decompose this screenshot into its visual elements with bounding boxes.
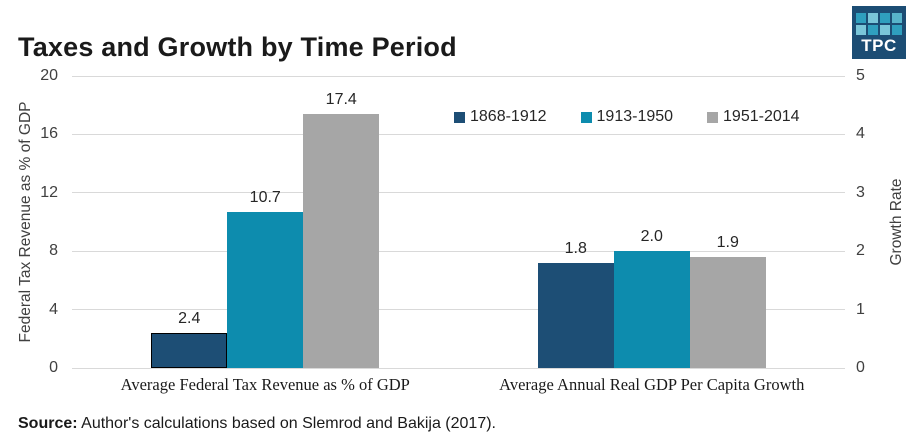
bar-value-label: 10.7 — [249, 188, 281, 206]
bar-1913-1950-category-0 — [227, 211, 304, 368]
gridline — [72, 133, 845, 135]
bar-1951-2014-category-0 — [303, 113, 380, 368]
logo-square-icon — [880, 13, 890, 23]
bar-value-label: 2.4 — [178, 309, 201, 327]
logo-square-icon — [880, 25, 890, 35]
logo-square-icon — [856, 25, 866, 35]
category-label: Average Federal Tax Revenue as % of GDP — [120, 375, 410, 394]
bar-value-label: 17.4 — [325, 90, 357, 108]
right-axis-tick: 3 — [856, 183, 865, 201]
legend: 1868-1912 1913-1950 1951-2014 — [454, 109, 800, 125]
bar-value-label: 1.9 — [716, 234, 739, 252]
right-axis-tick: 2 — [856, 242, 865, 260]
tpc-logo: TPC — [852, 6, 906, 59]
logo-square-icon — [856, 13, 866, 23]
legend-item-1868-1912: 1868-1912 — [454, 109, 547, 125]
gridline — [72, 309, 845, 311]
bar-1913-1950-category-1 — [613, 251, 690, 368]
legend-item-1913-1950: 1913-1950 — [580, 108, 674, 125]
gridline — [72, 250, 845, 252]
legend-label: 1913-1950 — [596, 108, 674, 125]
tpc-logo-text: TPC — [861, 36, 897, 55]
left-axis-tick: 12 — [40, 183, 58, 201]
bar-value-label: 1.8 — [564, 239, 587, 257]
logo-square-icon — [868, 25, 878, 35]
bar-1868-1912-category-1 — [537, 262, 614, 368]
tpc-logo-grid-icon — [856, 13, 902, 35]
right-axis-tick: 1 — [856, 300, 865, 318]
legend-label: 1868-1912 — [470, 108, 547, 125]
legend-swatch-icon — [707, 111, 719, 123]
bar-value-label: 2.0 — [640, 228, 663, 246]
bar-1868-1912-category-0 — [151, 332, 228, 368]
legend-swatch-icon — [454, 111, 465, 123]
gridline — [72, 367, 845, 369]
left-axis-tick: 4 — [49, 300, 58, 318]
source-note: Source: Author's calculations based on S… — [18, 412, 496, 436]
right-axis-tick: 5 — [856, 67, 865, 84]
chart-title: Taxes and Growth by Time Period — [18, 32, 457, 63]
legend-item-1951-2014: 1951-2014 — [707, 109, 800, 125]
left-axis-tick: 20 — [40, 67, 58, 84]
legend-label: 1951-2014 — [723, 108, 800, 125]
source-text: Author's calculations based on Slemrod a… — [77, 415, 496, 432]
gridline — [72, 75, 845, 77]
legend-swatch-icon — [580, 111, 592, 123]
bar-1951-2014-category-1 — [689, 257, 766, 368]
logo-square-icon — [892, 13, 902, 23]
left-axis-tick: 8 — [49, 242, 58, 260]
category-label: Average Annual Real GDP Per Capita Growt… — [499, 375, 805, 394]
right-axis-tick: 4 — [856, 125, 865, 143]
gridline — [72, 192, 845, 194]
right-axis-tick: 0 — [856, 359, 865, 376]
left-axis-tick: 16 — [40, 125, 58, 143]
left-axis-tick: 0 — [49, 359, 58, 376]
logo-square-icon — [868, 13, 878, 23]
source-label: Source: — [18, 415, 78, 432]
logo-square-icon — [892, 25, 902, 35]
